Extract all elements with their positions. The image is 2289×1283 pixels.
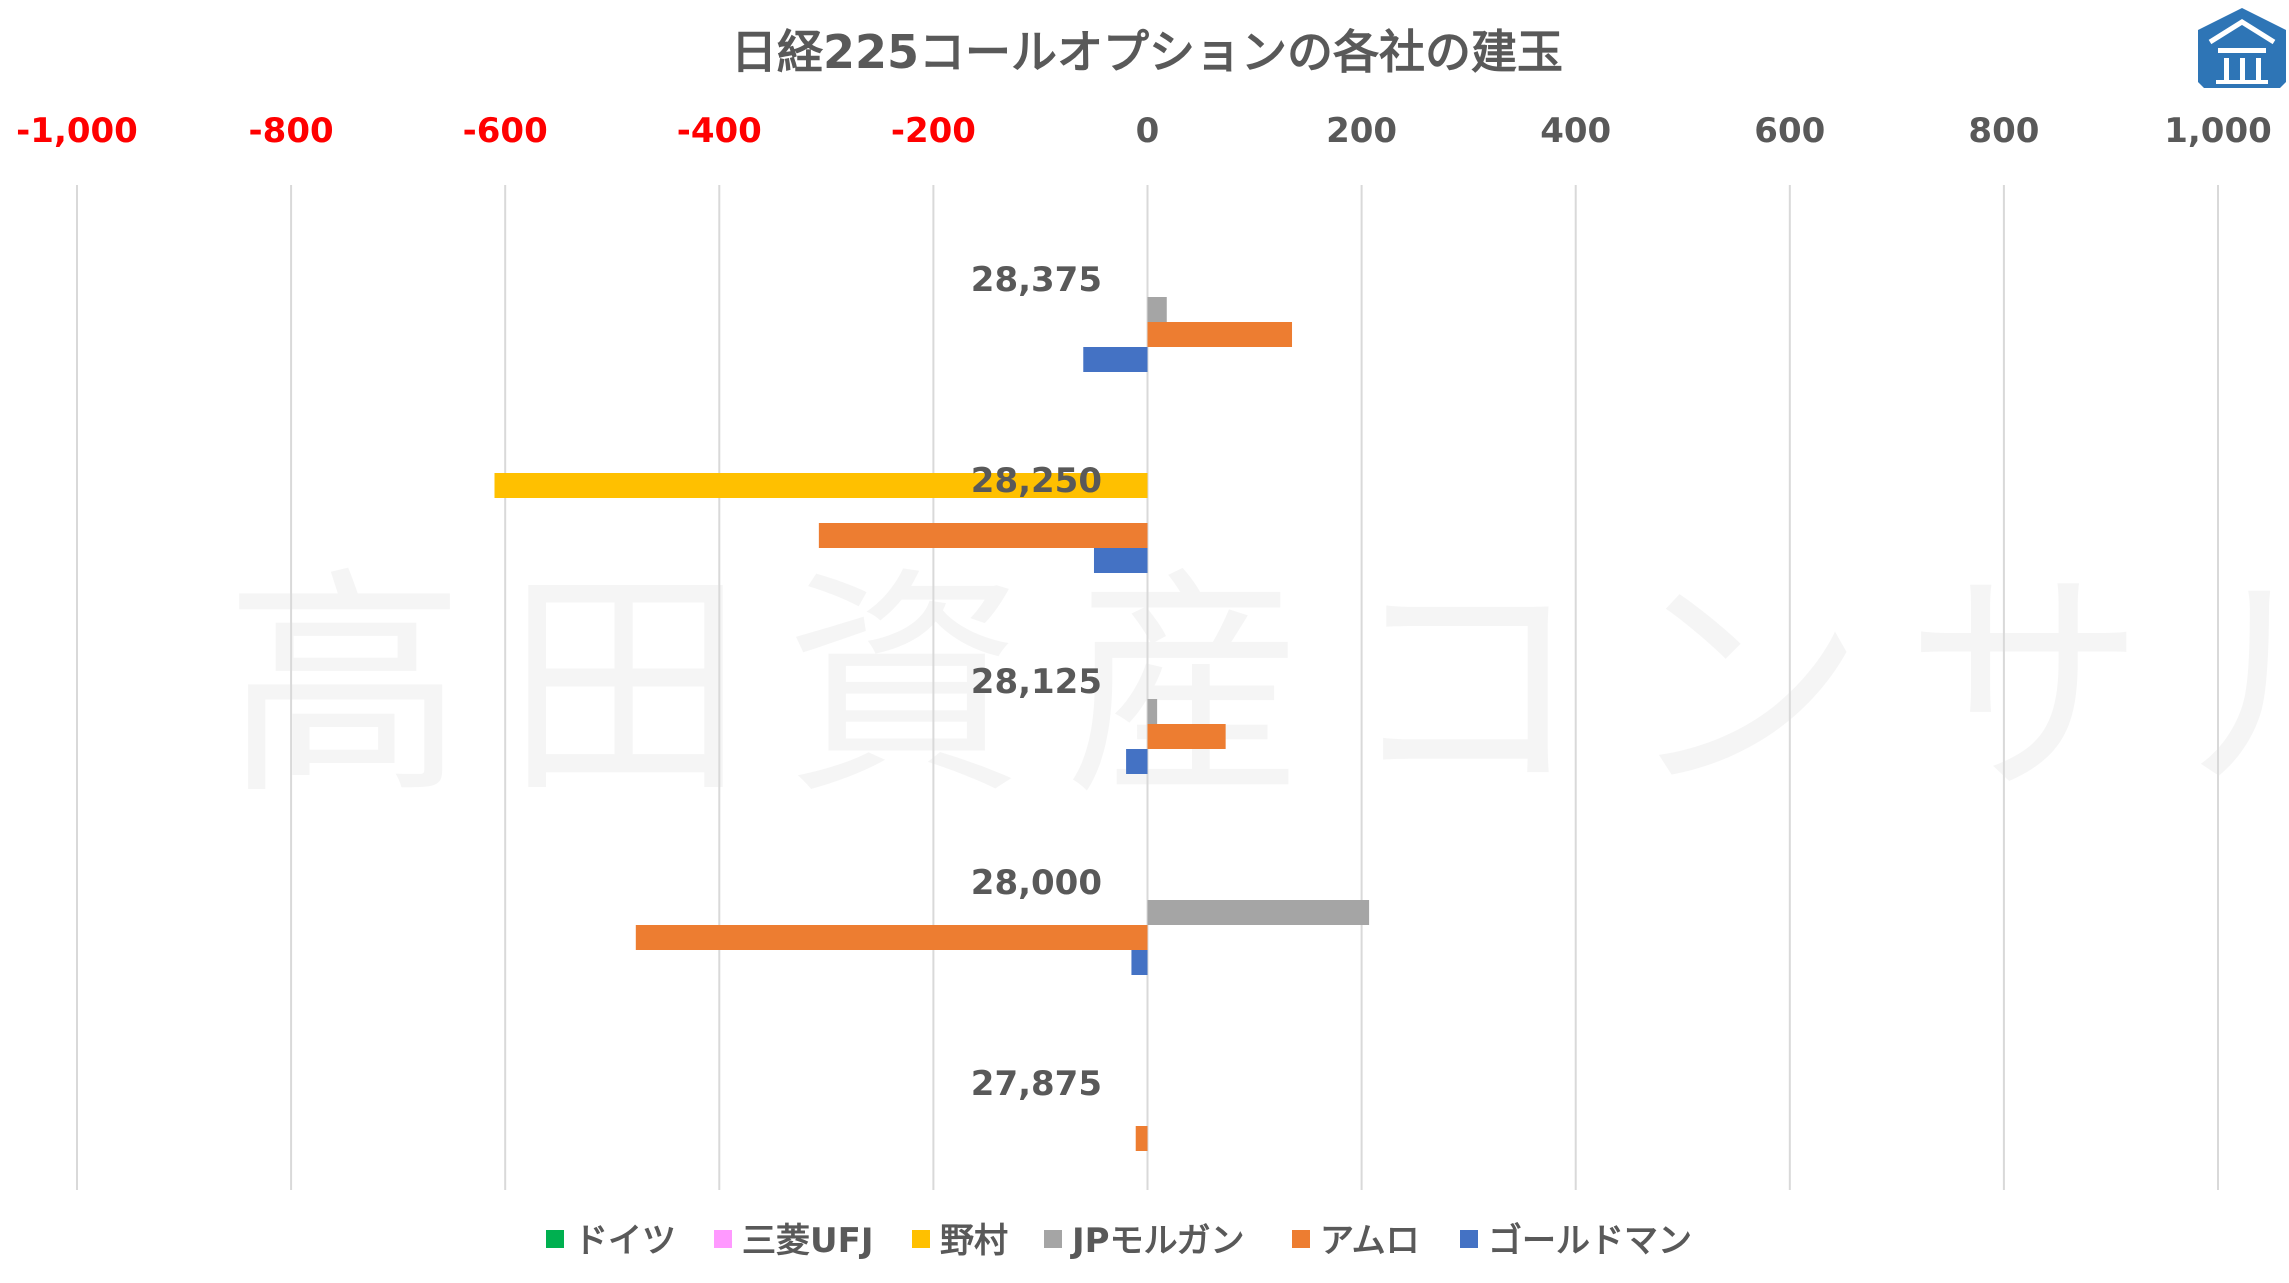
bars (494, 297, 1370, 1151)
bar (494, 473, 1148, 498)
x-tick-label: 0 (1136, 111, 1160, 151)
category-label: 28,250 (971, 461, 1102, 501)
bar (1147, 297, 1167, 322)
legend-swatch (1044, 1230, 1062, 1248)
x-tick-label: -200 (891, 111, 976, 151)
x-tick-label: 400 (1540, 111, 1611, 151)
x-axis-ticks: -1,000 -800 -600 -400 -200 0 200 400 600 800 1,000 (16, 111, 2272, 151)
x-tick-label: 600 (1754, 111, 1825, 151)
legend-label: ゴールドマン (1488, 1221, 1692, 1261)
watermark: 高田資産コンサル (225, 547, 2289, 827)
bar (1083, 347, 1148, 372)
bar (1147, 724, 1226, 749)
legend-swatch (1460, 1230, 1478, 1248)
category-label: 28,375 (971, 260, 1102, 300)
chart-title: 日経225コールオプションの各社の建玉 (731, 25, 1563, 79)
legend: ドイツ 三菱UFJ 野村 JPモルガン アムロ ゴールドマン (546, 1221, 1692, 1261)
legend-label: 三菱UFJ (742, 1221, 873, 1261)
category-label: 28,000 (971, 863, 1102, 903)
category-label: 28,125 (971, 662, 1102, 702)
x-tick-label: -600 (463, 111, 548, 151)
x-tick-label: 800 (1968, 111, 2039, 151)
x-tick-label: 1,000 (2164, 111, 2272, 151)
legend-swatch (714, 1230, 732, 1248)
legend-label: JPモルガン (1070, 1221, 1245, 1261)
legend-label: アムロ (1320, 1221, 1420, 1261)
bar (1131, 950, 1148, 975)
x-tick-label: -1,000 (16, 111, 138, 151)
x-tick-label: -400 (677, 111, 762, 151)
bar (818, 523, 1148, 548)
legend-swatch (912, 1230, 930, 1248)
category-label: 27,875 (971, 1064, 1102, 1104)
bar (1147, 900, 1370, 925)
x-tick-label: -800 (249, 111, 334, 151)
building-logo-icon (2198, 8, 2286, 88)
category-labels: 28,375 28,250 28,125 28,000 27,875 (971, 260, 1102, 1104)
legend-swatch (1292, 1230, 1310, 1248)
legend-label: 野村 (940, 1221, 1008, 1261)
bar (635, 925, 1148, 950)
legend-swatch (546, 1230, 564, 1248)
bar (1147, 322, 1293, 347)
legend-label: ドイツ (574, 1221, 676, 1261)
x-tick-label: 200 (1326, 111, 1397, 151)
bar (1093, 548, 1148, 573)
bar (1147, 699, 1158, 724)
bar (1135, 1126, 1148, 1151)
bar (1126, 749, 1148, 774)
